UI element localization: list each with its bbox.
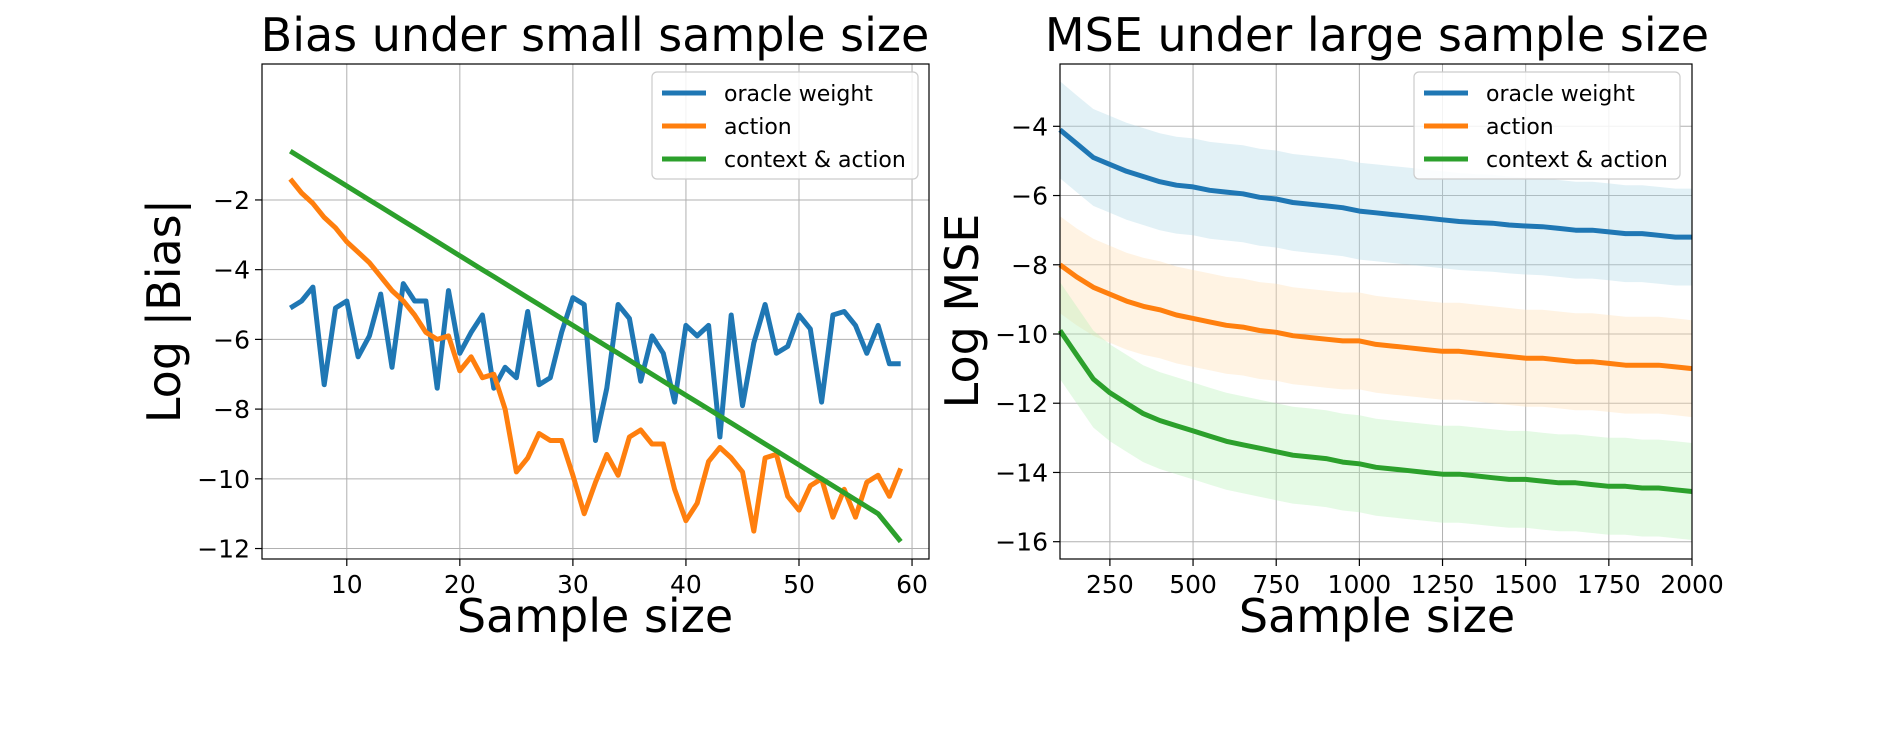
mse-chart-band-action [1060,216,1692,418]
bias-chart-legend-label-oracle-weight: oracle weight [724,82,873,107]
bias-chart-legend-box [651,71,919,180]
bias-chart-title: Bias under small sample size [261,8,930,62]
bias-chart-line-action [288,177,904,534]
bias-chart-y-ticks: −12 −10 −8 −6 −4 −2 [197,186,262,564]
mse-chart-axes-frame [1059,63,1693,560]
mse-chart-legend: oracle weight action context & action [1413,71,1681,180]
bias-chart-x-tick-label: 50 [783,570,815,599]
bias-chart-y-tick-label: −8 [213,395,250,424]
bias-chart-legend-label-context-and-action: context & action [724,148,906,173]
mse-chart-x-tick-label: 2000 [1660,570,1724,599]
bias-chart-y-tick-label: −10 [197,465,250,494]
bias-chart-axes-frame [261,63,930,560]
mse-chart: MSE under large sample size 250 500 750 100… [935,8,1724,643]
mse-chart-legend-label-oracle-weight: oracle weight [1486,82,1635,107]
mse-chart-band-context-and-action [1060,282,1692,540]
bias-chart-y-tick-label: −4 [213,256,250,285]
bias-chart-line-context-and-action [288,148,903,544]
mse-chart-line-action [1058,262,1693,372]
mse-chart-band-oracle-weight [1060,81,1692,286]
bias-chart-x-tick-label: 40 [670,570,702,599]
mse-chart-legend-label-context-and-action: context & action [1486,148,1668,173]
bias-chart-line-oracle-weight [288,281,901,443]
mse-chart-y-tick-label: −12 [995,389,1048,418]
bias-chart-y-label: Log |Bias| [137,199,192,423]
mse-chart-x-tick-label: 750 [1252,570,1300,599]
mse-chart-x-tick-label: 1250 [1411,570,1475,599]
bias-chart-legend: oracle weight action context & action [651,71,919,180]
mse-chart-x-tick-label: 1750 [1577,570,1641,599]
mse-chart-x-label: Sample size [1239,589,1515,643]
bias-chart-legend-label-action: action [724,115,792,140]
mse-chart-grid [1060,64,1693,559]
mse-chart-legend-box [1413,71,1681,180]
mse-chart-y-label: Log MSE [935,214,989,409]
bias-chart: Bias under small sample size 10 20 30 40 50 6… [137,8,930,643]
mse-chart-y-tick-label: −4 [1011,112,1048,141]
bias-chart-x-tick-label: 60 [896,570,928,599]
bias-chart-lines [288,148,904,544]
mse-chart-x-tick-label: 500 [1169,570,1217,599]
bias-chart-y-tick-label: −2 [213,186,250,215]
mse-chart-lines [1057,127,1693,494]
bias-chart-x-tick-label: 10 [331,570,363,599]
mse-chart-y-ticks: −16 −14 −12 −10 −8 −6 −4 [995,112,1060,557]
mse-chart-bands [1060,81,1692,540]
bias-chart-x-tick-label: 20 [444,570,476,599]
mse-chart-line-context-and-action [1057,329,1693,494]
bias-chart-y-tick-label: −6 [213,325,250,354]
mse-chart-y-tick-label: −6 [1011,182,1048,211]
mse-chart-x-ticks: 250 500 750 1000 1250 1500 1750 2000 [1086,559,1724,599]
mse-chart-line-oracle-weight [1058,127,1692,240]
mse-chart-title: MSE under large sample size [1045,8,1709,62]
mse-chart-legend-label-action: action [1486,115,1554,140]
mse-chart-y-tick-label: −16 [995,528,1048,557]
mse-chart-y-tick-label: −14 [995,458,1048,487]
mse-chart-y-tick-label: −10 [995,320,1048,349]
mse-chart-x-tick-label: 1500 [1494,570,1558,599]
bias-chart-x-label: Sample size [457,589,733,643]
mse-chart-x-tick-label: 250 [1086,570,1134,599]
mse-chart-y-tick-label: −8 [1011,251,1048,280]
bias-chart-x-ticks: 10 20 30 40 50 60 [331,559,928,599]
bias-chart-y-tick-label: −12 [197,535,250,564]
mse-chart-x-tick-label: 1000 [1328,570,1392,599]
bias-chart-x-tick-label: 30 [557,570,589,599]
